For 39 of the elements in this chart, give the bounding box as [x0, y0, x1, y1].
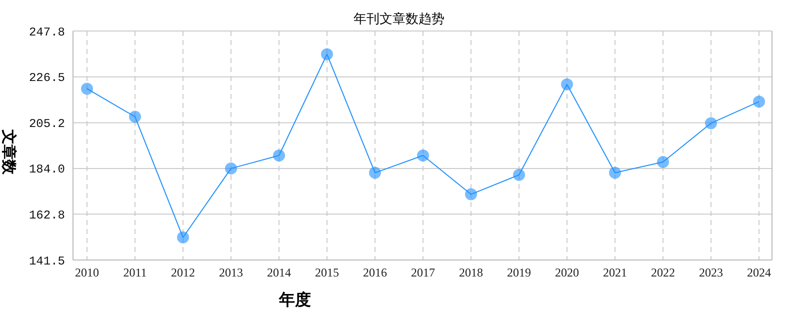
x-axis-title: 年度	[278, 290, 312, 311]
x-tick-label: 2010	[75, 266, 99, 280]
point	[129, 110, 141, 123]
y-tick-label: 226.5	[28, 71, 65, 86]
point	[81, 82, 93, 95]
point	[225, 162, 237, 174]
y-tick-label: 162.8	[28, 208, 65, 222]
x-tick-label: 2013	[219, 266, 243, 280]
x-tick-label: 2020	[555, 266, 579, 280]
y-tick-label: 247.8	[28, 25, 65, 40]
y-tick-label: 141.5	[28, 254, 65, 268]
x-tick-label: 2019	[507, 266, 531, 280]
point	[753, 96, 765, 108]
chart-title: 年刊文章数趋势	[354, 11, 444, 26]
x-tick-label: 2015	[315, 266, 339, 280]
point	[417, 150, 429, 162]
y-tick-label: 184.0	[28, 162, 65, 177]
point	[273, 150, 285, 162]
point	[657, 156, 669, 168]
point	[177, 231, 189, 244]
x-tick-label: 2012	[171, 266, 195, 280]
x-tick-label: 2024	[747, 266, 771, 280]
y-axis-title: 文章数	[0, 128, 17, 176]
x-tick-label: 2017	[411, 266, 435, 280]
x-tick-label: 2016	[363, 266, 387, 280]
x-tick-label: 2023	[699, 266, 723, 280]
x-tick-label: 2018	[459, 266, 483, 280]
x-tick-label: 2021	[603, 266, 627, 280]
x-tick-label: 2014	[267, 266, 291, 280]
x-tick-label: 2022	[651, 266, 675, 280]
x-tick-label: 2011	[123, 266, 147, 280]
y-tick-label: 205.2	[28, 117, 65, 132]
point	[369, 166, 381, 179]
point	[561, 78, 573, 90]
point	[465, 188, 477, 200]
point	[321, 48, 333, 60]
point	[609, 166, 621, 179]
point	[513, 168, 525, 181]
point	[705, 117, 717, 130]
